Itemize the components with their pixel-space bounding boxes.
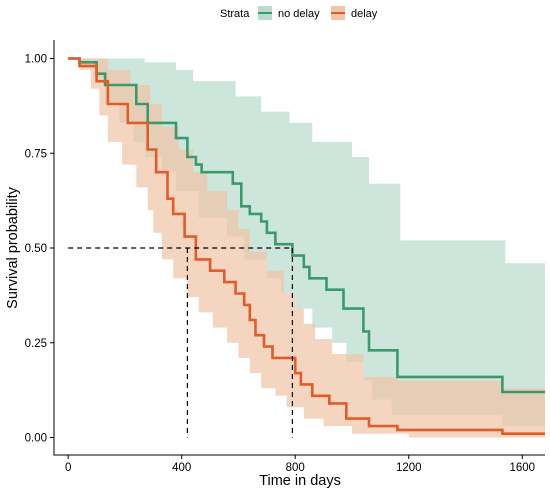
x-tick-label: 1200	[396, 462, 422, 474]
legend-label-delay: delay	[351, 8, 378, 20]
confidence-bands	[68, 58, 545, 438]
legend: Strata no delay delay	[220, 6, 378, 20]
y-tick-label: 0.50	[25, 243, 47, 255]
y-axis-title: Survival probability	[5, 186, 21, 308]
legend-title: Strata	[220, 8, 250, 20]
y-tick-label: 0.00	[25, 433, 47, 445]
x-tick-label: 800	[286, 462, 305, 474]
y-tick-label: 1.00	[25, 54, 47, 66]
x-tick-label: 400	[172, 462, 191, 474]
x-tick-label: 1600	[509, 462, 535, 474]
y-tick-label: 0.75	[25, 148, 47, 160]
x-axis-title: Time in days	[259, 473, 341, 489]
y-tick-label: 0.25	[25, 338, 47, 350]
legend-label-no-delay: no delay	[278, 8, 320, 20]
axes: 0.00 0.25 0.50 0.75 1.00 0 400 800 1200 1600	[25, 40, 545, 474]
median-lines	[68, 247, 294, 438]
survival-curves	[68, 57, 545, 435]
x-tick-label: 0	[65, 462, 71, 474]
survival-line-no-delay	[68, 57, 545, 394]
survival-line-delay	[68, 57, 545, 435]
